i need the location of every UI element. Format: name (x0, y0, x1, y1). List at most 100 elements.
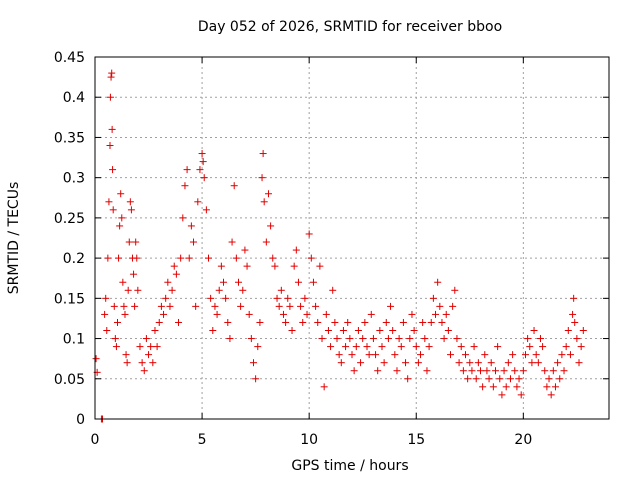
data-point (506, 375, 514, 383)
data-point (369, 335, 377, 343)
data-point (357, 359, 365, 367)
data-point (412, 343, 420, 351)
data-point (487, 359, 495, 367)
data-point (107, 73, 115, 81)
data-point (267, 222, 275, 230)
data-point (459, 367, 467, 375)
data-point (303, 310, 311, 318)
data-point (539, 343, 547, 351)
data-point (359, 335, 367, 343)
plot-frame (94, 56, 610, 420)
data-point (145, 351, 153, 359)
data-point (438, 318, 446, 326)
data-point (556, 375, 564, 383)
data-point (109, 166, 117, 174)
data-point (286, 302, 294, 310)
data-point (133, 254, 141, 262)
data-point (190, 238, 198, 246)
data-point (414, 359, 422, 367)
data-point (132, 238, 140, 246)
data-point (108, 69, 116, 77)
data-point (564, 327, 572, 335)
data-point (105, 198, 113, 206)
data-point (147, 343, 155, 351)
data-point (352, 343, 360, 351)
data-point (549, 367, 557, 375)
data-point (367, 310, 375, 318)
data-point (101, 310, 109, 318)
data-point (509, 351, 517, 359)
data-point (106, 141, 114, 149)
data-point (560, 367, 568, 375)
data-point (339, 327, 347, 335)
data-point (365, 351, 373, 359)
data-point (121, 310, 129, 318)
data-point (92, 355, 100, 363)
data-point (249, 359, 257, 367)
data-point (513, 383, 521, 391)
data-point (237, 302, 245, 310)
data-point (419, 318, 427, 326)
data-point (103, 327, 111, 335)
data-point (153, 343, 161, 351)
data-point (307, 254, 315, 262)
data-point (279, 310, 287, 318)
data-point (442, 310, 450, 318)
data-point (382, 318, 390, 326)
data-point (551, 383, 559, 391)
data-point (228, 238, 236, 246)
data-point (570, 294, 578, 302)
data-point (318, 335, 326, 343)
data-point (329, 286, 337, 294)
data-point (337, 359, 345, 367)
data-point (200, 174, 208, 182)
data-point (170, 262, 178, 270)
data-point (391, 351, 399, 359)
data-point (577, 343, 585, 351)
data-point (271, 262, 279, 270)
data-point (136, 343, 144, 351)
data-point (429, 294, 437, 302)
data-point (447, 351, 455, 359)
data-point (524, 335, 532, 343)
data-point (168, 286, 176, 294)
data-point (378, 343, 386, 351)
data-point (106, 93, 114, 101)
data-point (112, 343, 120, 351)
y-tick-labels: 0 0.05 0.1 0.15 0.2 0.25 0.3 0.35 0.4 0.45 (54, 50, 85, 428)
data-point (453, 335, 461, 343)
data-point (155, 318, 163, 326)
data-point (376, 327, 384, 335)
data-point (259, 150, 267, 158)
data-point (202, 206, 210, 214)
data-point (374, 367, 382, 375)
y-tick-label: 0.3 (63, 171, 85, 187)
data-point (485, 375, 493, 383)
x-tick-label: 0 (91, 432, 100, 448)
data-point (252, 375, 260, 383)
data-point (346, 335, 354, 343)
data-point (316, 262, 324, 270)
data-point (273, 294, 281, 302)
data-points (92, 69, 587, 423)
data-point (294, 278, 302, 286)
data-point (335, 351, 343, 359)
data-point (440, 335, 448, 343)
data-point (571, 318, 579, 326)
data-point (262, 238, 270, 246)
data-point (166, 302, 174, 310)
axis-ticks (94, 56, 609, 420)
data-point (177, 254, 185, 262)
y-tick-label: 0.15 (54, 291, 85, 307)
data-point (543, 383, 551, 391)
data-point (434, 278, 442, 286)
data-point (215, 286, 223, 294)
data-point (192, 302, 200, 310)
data-point (130, 270, 138, 278)
data-point (569, 310, 577, 318)
data-point (483, 367, 491, 375)
data-point (209, 327, 217, 335)
data-point (120, 302, 128, 310)
data-point (172, 270, 180, 278)
data-point (474, 359, 482, 367)
